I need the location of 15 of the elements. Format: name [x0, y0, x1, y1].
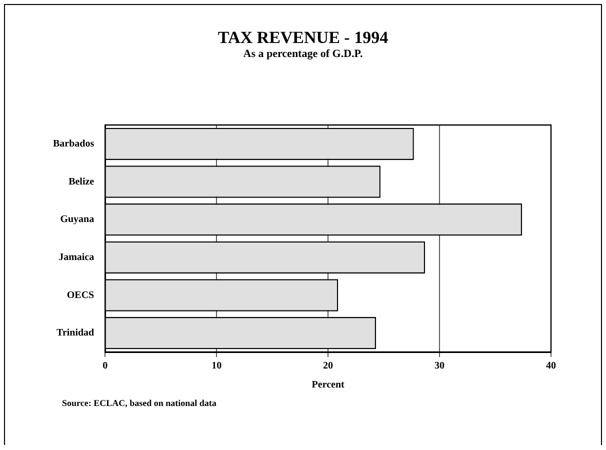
source-note: Source: ECLAC, based on national data [62, 398, 216, 408]
x-axis-title: Percent [312, 380, 346, 391]
x-tick-label: 20 [323, 360, 334, 372]
x-tick-label: 0 [102, 360, 108, 372]
y-tick-label: Barbados [53, 138, 94, 150]
y-tick-label: Guyana [60, 214, 94, 226]
chart-title: TAX REVENUE - 1994 [216, 28, 390, 48]
y-tick-label: Belize [68, 176, 95, 188]
y-tick-label: OECS [66, 290, 95, 301]
y-tick-label: Jamaica [58, 252, 94, 263]
y-tick-label: Trinidad [56, 328, 95, 339]
x-tick-label: 10 [212, 360, 222, 372]
x-tick-label: 30 [434, 360, 445, 372]
x-tick-label: 40 [546, 360, 556, 372]
chart-subtitle: As a percentage of G.D.P. [242, 48, 364, 60]
